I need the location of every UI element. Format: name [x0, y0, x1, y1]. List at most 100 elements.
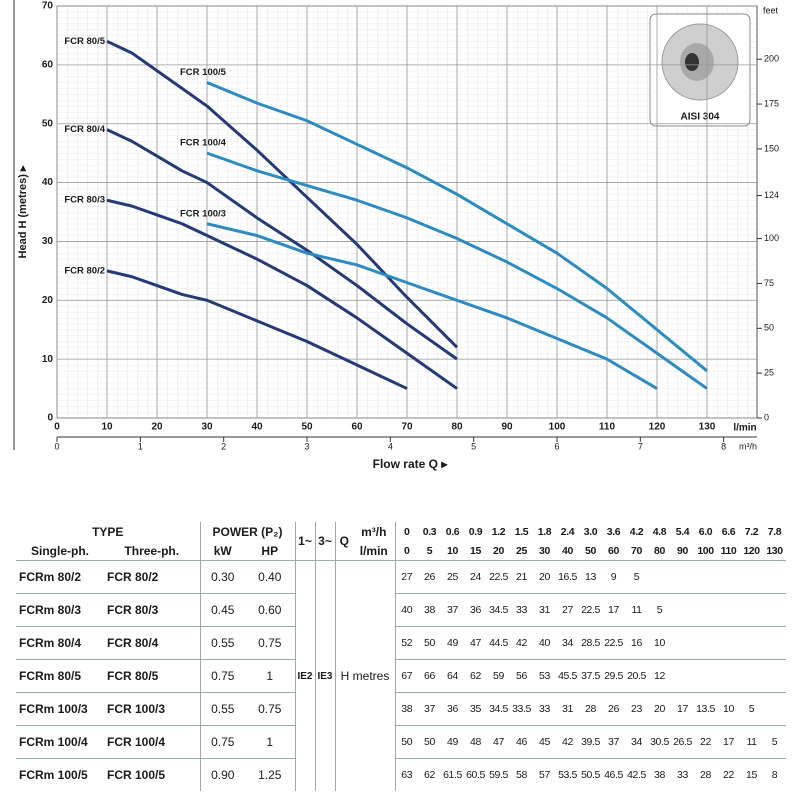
head-value: 34 [625, 725, 648, 759]
head-value: 37.5 [579, 659, 602, 693]
head-value: 58 [510, 758, 533, 791]
type-header: TYPE [92, 524, 124, 539]
head-value: 64 [441, 659, 464, 693]
y2-tick-label: 25 [764, 368, 774, 378]
head-value [740, 593, 763, 627]
head-value: 10 [717, 692, 740, 726]
head-value [717, 593, 740, 627]
flow-unit: l/min [359, 543, 388, 558]
table-row: FCRm 80/2 FCR 80/2 0.30 0.40 IE2 IE3 H metres 2… [16, 560, 786, 791]
y2-tick-label: 100 [764, 233, 779, 243]
flow-m3h: 0.9 [468, 525, 483, 538]
head-value: 9 [602, 560, 625, 594]
head-value: 22 [717, 758, 740, 791]
head-value: 36 [464, 593, 487, 627]
head-value: 20.5 [625, 659, 648, 693]
x2-tick-label: 5 [471, 441, 476, 451]
x-tick-label: 130 [699, 422, 716, 433]
x2-tick-label: 2 [221, 441, 226, 451]
head-value: 24 [464, 560, 487, 594]
curve [206, 151, 708, 390]
head-value: 26 [602, 692, 625, 726]
x-tick-label: 50 [301, 422, 313, 433]
head-value [763, 659, 786, 693]
head-value: 22.5 [579, 593, 602, 627]
chart: AISI 304 Head H (metres) ▸ Flow rate Q ▸… [13, 0, 779, 471]
flow-lmin: 130 [766, 544, 783, 557]
curve [106, 198, 458, 390]
flow-m3h: 4.8 [652, 525, 667, 538]
head-value: 34.5 [487, 593, 510, 627]
flow-m3h: 1.5 [514, 525, 529, 538]
flow-m3h: 5.4 [675, 525, 690, 538]
head-value: 8 [763, 758, 786, 791]
head-value: 27 [394, 560, 418, 594]
head-value: 28 [694, 758, 717, 791]
head-value: 42 [510, 626, 533, 660]
y2-tick-label: 124 [764, 190, 779, 200]
table-row: FCRm 100/5 FCR 100/5 0.90 1.25 63 62 61.5 60.5 5… [16, 758, 786, 791]
x2-tick-label: 1 [138, 441, 143, 451]
curve-label: FCR 80/5 [64, 36, 105, 47]
head-value: 45 [533, 725, 556, 759]
x-axis-title: Flow rate Q ▸ [373, 457, 449, 471]
flow-lmin: 110 [720, 544, 737, 557]
head-value: 22 [694, 725, 717, 759]
y-tick-label: 70 [42, 1, 54, 12]
single-phase-model: FCRm 100/5 [16, 758, 104, 791]
table-row: FCRm 80/3 FCR 80/3 0.45 0.60 40 38 37 36 34.5 33 3… [16, 593, 786, 627]
head-value: 62 [464, 659, 487, 693]
y-tick-label: 60 [42, 59, 54, 70]
single-phase-model: FCRm 100/3 [16, 692, 104, 726]
curve-label: FCR 80/4 [64, 124, 105, 135]
power-hp: 0.40 [245, 560, 295, 594]
three-phase-model: FCR 80/4 [104, 626, 200, 660]
x-tick-label: 80 [451, 422, 463, 433]
power-kw: 0.55 [199, 626, 245, 660]
single-phase-model: FCRm 80/5 [16, 659, 104, 693]
head-value: 42 [556, 725, 579, 759]
head-value: 38 [394, 692, 418, 726]
x2-tick-label: 6 [554, 441, 559, 451]
head-value: 23 [625, 692, 648, 726]
flow-m3h: 1.2 [491, 525, 506, 538]
flow-lmin: 40 [562, 544, 573, 557]
head-value: 42.5 [625, 758, 648, 791]
y2-tick-label: 150 [764, 143, 779, 153]
inset-label: AISI 304 [681, 112, 720, 123]
flow-lmin: 0 [394, 541, 418, 561]
head-label: H metres [334, 560, 395, 791]
head-value [694, 659, 717, 693]
flow-lmin: 70 [631, 544, 642, 557]
x-tick-label: 120 [649, 422, 666, 433]
curve [206, 81, 708, 373]
head-value: 62 [418, 758, 441, 791]
curve [106, 39, 459, 349]
head-value: 20 [648, 692, 671, 726]
three-phase-model: FCR 80/3 [104, 593, 200, 627]
head-value: 27 [556, 593, 579, 627]
flow-m3h: 3.6 [606, 525, 621, 538]
head-value [763, 692, 786, 726]
power-kw: 0.30 [199, 560, 245, 594]
curve-label: FCR 100/4 [180, 138, 227, 149]
x-tick-label: 30 [201, 422, 213, 433]
flow-m3h: 0.6 [445, 525, 460, 538]
y-tick-label: 50 [42, 118, 54, 129]
head-value [671, 593, 694, 627]
flow-lmin: 5 [426, 544, 433, 557]
three-phase-model: FCR 100/4 [104, 725, 200, 759]
power-hp: 1 [245, 659, 295, 693]
head-value: 21 [510, 560, 533, 594]
head-value: 15 [740, 758, 763, 791]
x2-tick-label: 4 [388, 441, 393, 451]
flow-m3h: 6.0 [698, 525, 713, 538]
y2-tick-label: 75 [764, 278, 774, 288]
head-value: 35 [464, 692, 487, 726]
head-value: 16.5 [556, 560, 579, 594]
head-value: 38 [418, 593, 441, 627]
power-kw: 0.90 [199, 758, 245, 791]
x-tick-label: 60 [351, 422, 363, 433]
